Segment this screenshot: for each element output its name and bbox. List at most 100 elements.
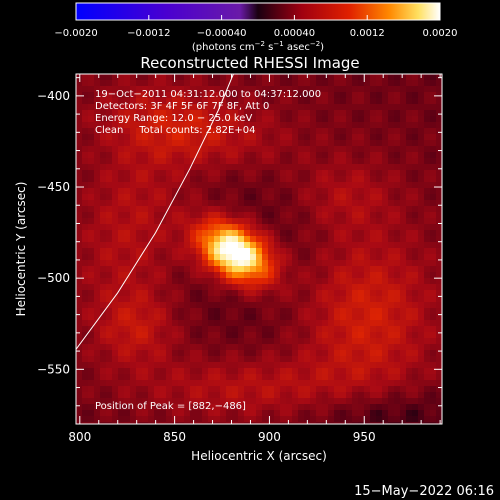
heatmap-cell xyxy=(130,368,137,375)
heatmap-cell xyxy=(364,218,371,225)
heatmap-cell xyxy=(226,278,233,285)
heatmap-cell xyxy=(334,152,341,159)
heatmap-cell xyxy=(184,248,191,255)
heatmap-cell xyxy=(382,176,389,183)
heatmap-cell xyxy=(418,350,425,357)
heatmap-cell xyxy=(292,362,299,369)
heatmap-cell xyxy=(208,314,215,321)
heatmap-cell xyxy=(310,218,317,225)
heatmap-cell xyxy=(148,200,155,207)
heatmap-cell xyxy=(172,422,179,424)
heatmap-cell xyxy=(256,320,263,327)
heatmap-cell xyxy=(226,266,233,273)
heatmap-cell xyxy=(112,248,119,255)
heatmap-cell xyxy=(406,302,413,309)
heatmap-cell xyxy=(232,158,239,165)
heatmap-cell xyxy=(394,98,401,105)
heatmap-cell xyxy=(322,338,329,345)
heatmap-cell xyxy=(166,326,173,333)
heatmap-cell xyxy=(280,404,287,411)
heatmap-cell xyxy=(370,224,377,231)
heatmap-cell xyxy=(268,140,275,147)
heatmap-cell xyxy=(208,320,215,327)
heatmap-cell xyxy=(106,164,113,171)
heatmap-cell xyxy=(124,92,131,99)
heatmap-cell xyxy=(214,86,221,93)
heatmap-cell xyxy=(406,380,413,387)
heatmap-cell xyxy=(196,374,203,381)
heatmap-cell xyxy=(244,398,251,405)
heatmap-cell xyxy=(418,362,425,369)
heatmap-cell xyxy=(88,134,95,141)
heatmap-cell xyxy=(124,320,131,327)
heatmap-cell xyxy=(268,242,275,249)
heatmap-cell xyxy=(430,176,437,183)
heatmap-cell xyxy=(334,92,341,99)
heatmap-cell xyxy=(334,98,341,105)
heatmap-cell xyxy=(424,326,431,333)
heatmap-cell xyxy=(292,236,299,243)
heatmap-cell xyxy=(424,182,431,189)
heatmap-cell xyxy=(286,362,293,369)
heatmap-cell xyxy=(142,158,149,165)
heatmap-cell xyxy=(154,272,161,279)
heatmap-cell xyxy=(436,242,442,249)
heatmap-cell xyxy=(256,356,263,363)
heatmap-cell xyxy=(376,398,383,405)
heatmap-cell xyxy=(172,242,179,249)
heatmap-cell xyxy=(226,218,233,225)
heatmap-cell xyxy=(346,86,353,93)
heatmap-cell xyxy=(166,374,173,381)
heatmap-cell xyxy=(94,80,101,87)
heatmap-cell xyxy=(298,422,305,424)
heatmap-cell xyxy=(400,164,407,171)
heatmap-cell xyxy=(400,320,407,327)
heatmap-cell xyxy=(166,140,173,147)
heatmap-cell xyxy=(214,416,221,423)
heatmap-cell xyxy=(208,98,215,105)
heatmap-cell xyxy=(178,416,185,423)
heatmap-cell xyxy=(352,320,359,327)
heatmap-cell xyxy=(160,422,167,424)
heatmap-cell xyxy=(268,350,275,357)
heatmap-cell xyxy=(196,164,203,171)
heatmap-cell xyxy=(334,218,341,225)
heatmap-cell xyxy=(430,182,437,189)
heatmap-cell xyxy=(280,128,287,135)
heatmap-cell xyxy=(136,224,143,231)
heatmap-cell xyxy=(196,224,203,231)
heatmap-cell xyxy=(358,146,365,153)
heatmap-cell xyxy=(292,410,299,417)
heatmap-cell xyxy=(364,260,371,267)
heatmap-cell xyxy=(238,302,245,309)
heatmap-cell xyxy=(388,122,395,129)
heatmap-cell xyxy=(238,332,245,339)
heatmap-cell xyxy=(292,110,299,117)
heatmap-cell xyxy=(238,404,245,411)
heatmap-cell xyxy=(148,212,155,219)
heatmap-cell xyxy=(142,80,149,87)
heatmap-cell xyxy=(112,284,119,291)
heatmap-cell xyxy=(256,86,263,93)
heatmap-cell xyxy=(220,350,227,357)
heatmap-cell xyxy=(406,182,413,189)
heatmap-cell xyxy=(298,308,305,315)
heatmap-cell xyxy=(376,266,383,273)
heatmap-cell xyxy=(424,380,431,387)
heatmap-cell xyxy=(244,296,251,303)
heatmap-cell xyxy=(250,422,257,424)
heatmap-cell xyxy=(100,290,107,297)
heatmap-cell xyxy=(406,164,413,171)
heatmap-cell xyxy=(130,284,137,291)
heatmap-cell xyxy=(160,110,167,117)
heatmap-cell xyxy=(214,344,221,351)
heatmap-cell xyxy=(424,254,431,261)
heatmap-cell xyxy=(124,206,131,213)
heatmap-cell xyxy=(220,278,227,285)
heatmap-cell xyxy=(130,182,137,189)
heatmap-cell xyxy=(394,212,401,219)
heatmap-cell xyxy=(364,104,371,111)
heatmap-cell xyxy=(184,152,191,159)
heatmap-cell xyxy=(412,314,419,321)
heatmap-cell xyxy=(364,392,371,399)
